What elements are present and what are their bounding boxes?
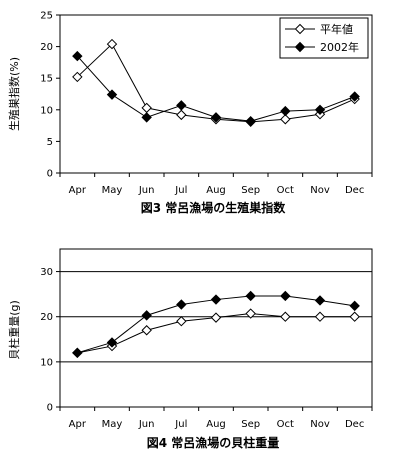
gonad-index-series-0-point bbox=[141, 102, 152, 114]
adductor-weight-series-0-point bbox=[245, 308, 256, 319]
chart-adductor-weight: 貝柱重量(g) 図4 常呂漁場の貝柱重量 0 10 20 30 Apr May Jun Jul… bbox=[7, 248, 373, 450]
adductor-weight-ytick-label: 10 bbox=[40, 357, 53, 368]
gonad-index-legend-box bbox=[279, 17, 369, 59]
gonad-index-series-1-point bbox=[245, 115, 256, 127]
gonad-index-ytick-label: 20 bbox=[40, 42, 53, 53]
gonad-index-xtick-label: Jul bbox=[174, 185, 187, 196]
adductor-weight-series-1-point bbox=[314, 295, 326, 306]
gonad-index-ytick-label: 15 bbox=[40, 74, 53, 85]
adductor-weight-xtick-label: Dec bbox=[345, 419, 364, 430]
chart-gonad-index: 生殖巣指数(%) 図3 常呂漁場の生殖巣指数 0 5 10 15 20 25 Apr May J… bbox=[7, 11, 373, 215]
gonad-index-series-1-point bbox=[176, 100, 187, 111]
gonad-index-xtick-label: Dec bbox=[345, 185, 364, 196]
gonad-index-ytick-label: 25 bbox=[40, 11, 53, 22]
adductor-weight-plot-frame bbox=[59, 248, 373, 408]
adductor-weight-series-0-point bbox=[314, 311, 326, 322]
gonad-index-series-0-point bbox=[176, 109, 187, 121]
chart-adductor-weight-ylabel: 貝柱重量(g) bbox=[7, 300, 21, 360]
adductor-weight-series-0-point bbox=[280, 311, 291, 322]
adductor-weight-xtick-label: May bbox=[102, 419, 123, 430]
gonad-index-xtick-label: May bbox=[102, 185, 123, 196]
gonad-index-series-1-line bbox=[76, 55, 355, 122]
gonad-index-series-1-point bbox=[349, 91, 360, 102]
chart-gonad-index-ylabel: 生殖巣指数(%) bbox=[7, 57, 21, 131]
gonad-index-ytick-label: 10 bbox=[40, 105, 53, 116]
adductor-weight-series-1-point bbox=[280, 290, 291, 302]
adductor-weight-xtick-label: Jun bbox=[138, 419, 155, 430]
adductor-weight-series-1-point bbox=[210, 294, 222, 305]
gonad-index-series-1-point bbox=[141, 112, 152, 123]
gonad-index-plot-frame bbox=[59, 14, 373, 174]
gonad-index-legend-label: 平年値 bbox=[320, 22, 353, 36]
adductor-weight-ytick-label: 30 bbox=[40, 267, 53, 278]
adductor-weight-series-0-point bbox=[210, 312, 222, 323]
chart-adductor-weight-caption: 図4 常呂漁場の貝柱重量 bbox=[147, 435, 280, 450]
gonad-index-ytick-label: 5 bbox=[47, 137, 53, 148]
adductor-weight-ytick-label: 20 bbox=[40, 312, 53, 323]
adductor-weight-xtick-label: Sep bbox=[241, 419, 260, 430]
gonad-index-legend-label: 2002年 bbox=[320, 40, 359, 54]
adductor-weight-xtick-label: Jul bbox=[174, 419, 187, 430]
gonad-index-series-0-point bbox=[280, 114, 291, 125]
gonad-index-series-1-point bbox=[72, 50, 83, 62]
adductor-weight-series-1-point bbox=[72, 347, 83, 359]
gonad-index-ytick-label: 0 bbox=[47, 169, 53, 180]
adductor-weight-xtick-label: Apr bbox=[69, 419, 87, 430]
chart-gonad-index-caption: 図3 常呂漁場の生殖巣指数 bbox=[141, 200, 287, 215]
gonad-index-xtick-label: Apr bbox=[69, 185, 87, 196]
adductor-weight-series-0-point bbox=[349, 311, 360, 322]
adductor-weight-series-1-point bbox=[349, 300, 360, 312]
adductor-weight-xtick-label: Aug bbox=[206, 419, 226, 430]
gonad-index-xtick-label: Jun bbox=[138, 185, 155, 196]
adductor-weight-series-0-point bbox=[141, 325, 152, 336]
gonad-index-legend-marker bbox=[294, 23, 306, 35]
adductor-weight-series-1-point bbox=[141, 310, 152, 321]
adductor-weight-xtick-label: Oct bbox=[277, 419, 294, 430]
adductor-weight-series-1-point bbox=[176, 299, 187, 310]
gonad-index-series-0-point bbox=[72, 71, 83, 83]
gonad-index-xtick-label: Oct bbox=[277, 185, 294, 196]
gonad-index-series-1-point bbox=[210, 112, 222, 123]
gonad-index-xtick-label: Aug bbox=[206, 185, 226, 196]
adductor-weight-series-0-point bbox=[176, 316, 187, 327]
gonad-index-series-1-point bbox=[106, 89, 118, 100]
gonad-index-series-0-point bbox=[106, 38, 118, 50]
gonad-index-xtick-label: Sep bbox=[241, 185, 260, 196]
gonad-index-xtick-label: Nov bbox=[310, 185, 330, 196]
gonad-index-series-1-point bbox=[280, 105, 291, 117]
adductor-weight-xtick-label: Nov bbox=[310, 419, 330, 430]
adductor-weight-series-1-point bbox=[106, 337, 118, 348]
gonad-index-legend-marker bbox=[294, 41, 306, 53]
adductor-weight-series-1-point bbox=[245, 290, 256, 302]
gonad-index-series-1-point bbox=[314, 104, 326, 116]
adductor-weight-ytick-label: 0 bbox=[47, 403, 53, 414]
